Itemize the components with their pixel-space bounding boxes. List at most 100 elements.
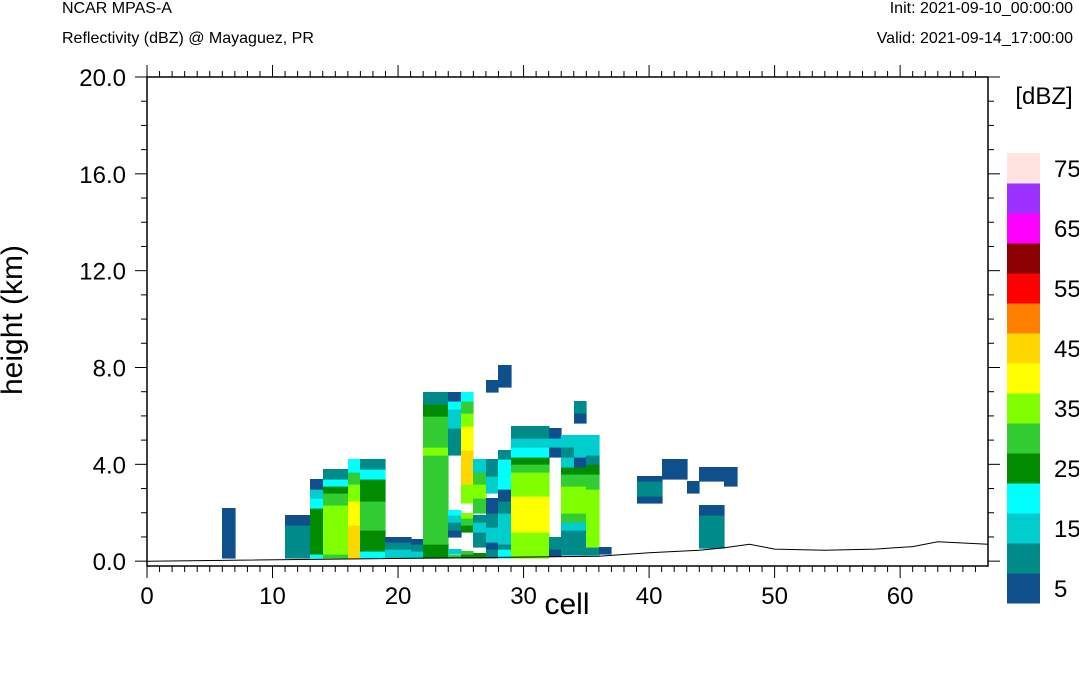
reflectivity-cell bbox=[461, 426, 474, 451]
colorbar-swatch bbox=[1007, 543, 1040, 574]
colorbar bbox=[1007, 153, 1040, 604]
axis-ticks bbox=[135, 65, 1000, 578]
reflectivity-cell bbox=[486, 476, 499, 494]
x-tick-label: 20 bbox=[385, 583, 412, 610]
reflectivity-cell bbox=[574, 413, 587, 424]
reflectivity-cell bbox=[511, 464, 525, 473]
valid-time: Valid: 2021-09-14_17:00:00 bbox=[876, 30, 1073, 47]
colorbar-swatch bbox=[1007, 483, 1040, 514]
reflectivity-cell bbox=[360, 469, 374, 480]
reflectivity-cell bbox=[398, 549, 412, 559]
colorbar-swatch bbox=[1007, 423, 1040, 454]
reflectivity-cell bbox=[423, 447, 437, 456]
chart-subtitle: Reflectivity (dBZ) @ Mayaguez, PR bbox=[62, 30, 314, 47]
reflectivity-cell bbox=[586, 445, 600, 456]
colorbar-label: 45 bbox=[1054, 336, 1079, 363]
reflectivity-cell bbox=[586, 464, 600, 475]
reflectivity-cell bbox=[310, 508, 324, 531]
reflectivity-cell bbox=[712, 505, 725, 516]
reflectivity-cell bbox=[411, 551, 424, 559]
terrain-line bbox=[146, 541, 989, 562]
reflectivity-cell bbox=[486, 380, 499, 393]
reflectivity-cell bbox=[385, 537, 399, 543]
colorbar-swatch bbox=[1007, 213, 1040, 244]
reflectivity-cell bbox=[498, 489, 512, 502]
reflectivity-cells bbox=[222, 365, 738, 559]
colorbar-swatch bbox=[1007, 363, 1040, 394]
reflectivity-cell bbox=[524, 457, 537, 465]
reflectivity-cell bbox=[574, 401, 587, 414]
colorbar-swatch bbox=[1007, 513, 1040, 544]
reflectivity-cell bbox=[724, 467, 738, 487]
reflectivity-cell bbox=[360, 501, 374, 531]
reflectivity-cell bbox=[524, 447, 537, 458]
reflectivity-cell bbox=[436, 455, 449, 545]
reflectivity-cell bbox=[323, 554, 336, 559]
reflectivity-cell bbox=[574, 435, 587, 448]
reflectivity-cell bbox=[549, 549, 562, 557]
reflectivity-cell bbox=[586, 455, 600, 465]
reflectivity-cell bbox=[373, 530, 386, 552]
reflectivity-cell bbox=[448, 392, 462, 402]
reflectivity-cell bbox=[561, 435, 575, 448]
y-tick-label: 12.0 bbox=[79, 259, 126, 286]
reflectivity-cell bbox=[662, 459, 675, 480]
reflectivity-cell bbox=[649, 481, 663, 497]
x-tick-label: 60 bbox=[887, 583, 914, 610]
colorbar-label: 75 bbox=[1054, 156, 1079, 183]
x-tick-label: 10 bbox=[259, 583, 286, 610]
reflectivity-cell bbox=[323, 486, 336, 494]
reflectivity-cell bbox=[637, 481, 650, 497]
reflectivity-cell bbox=[373, 551, 386, 559]
reflectivity-cell bbox=[586, 547, 600, 556]
reflectivity-cell bbox=[323, 493, 336, 506]
reflectivity-cell bbox=[574, 486, 587, 514]
reflectivity-cell bbox=[561, 522, 575, 531]
reflectivity-cell bbox=[323, 505, 336, 555]
reflectivity-cell bbox=[373, 469, 386, 480]
colorbar-swatch bbox=[1007, 573, 1040, 604]
reflectivity-cell bbox=[574, 530, 587, 556]
reflectivity-cell bbox=[486, 549, 499, 559]
reflectivity-cell bbox=[699, 467, 713, 482]
reflectivity-cell bbox=[473, 515, 487, 523]
reflectivity-cell bbox=[498, 549, 512, 559]
reflectivity-cell bbox=[285, 515, 299, 526]
reflectivity-cell bbox=[461, 551, 474, 555]
reflectivity-cell bbox=[511, 496, 525, 533]
reflectivity-cell bbox=[335, 486, 349, 494]
reflectivity-cell bbox=[574, 457, 587, 468]
colorbar-swatch bbox=[1007, 153, 1040, 184]
reflectivity-cell bbox=[473, 553, 487, 559]
reflectivity-cell bbox=[561, 467, 575, 475]
y-tick-labels: 0.0 4.0 8.0 12.0 16.0 20.0 bbox=[79, 65, 126, 576]
colorbar-swatch bbox=[1007, 333, 1040, 364]
reflectivity-cell bbox=[599, 547, 612, 555]
reflectivity-cell bbox=[486, 459, 499, 477]
reflectivity-cell bbox=[524, 426, 537, 439]
reflectivity-cell bbox=[536, 438, 550, 448]
reflectivity-cell bbox=[348, 472, 361, 485]
reflectivity-cell bbox=[461, 450, 474, 485]
colorbar-labels: 5 15 25 35 45 55 65 75 bbox=[1054, 156, 1079, 603]
x-tick-label: 0 bbox=[140, 583, 153, 610]
reflectivity-cell bbox=[335, 469, 349, 480]
x-tick-labels: 0 10 20 30 40 50 60 bbox=[140, 583, 913, 610]
reflectivity-cell bbox=[385, 542, 399, 550]
reflectivity-cell bbox=[461, 484, 474, 504]
reflectivity-cell bbox=[712, 467, 725, 482]
colorbar-swatch bbox=[1007, 243, 1040, 274]
reflectivity-cell bbox=[348, 484, 361, 502]
reflectivity-cell bbox=[285, 525, 299, 559]
reflectivity-cell bbox=[310, 530, 324, 555]
reflectivity-cell bbox=[637, 476, 650, 482]
reflectivity-cell bbox=[674, 459, 688, 480]
reflectivity-cell bbox=[549, 428, 562, 439]
y-tick-label: 16.0 bbox=[79, 162, 126, 189]
reflectivity-cell bbox=[461, 392, 474, 402]
reflectivity-cell bbox=[498, 544, 512, 550]
reflectivity-cell bbox=[561, 474, 575, 487]
reflectivity-cell bbox=[448, 409, 462, 429]
reflectivity-cell bbox=[448, 522, 462, 531]
